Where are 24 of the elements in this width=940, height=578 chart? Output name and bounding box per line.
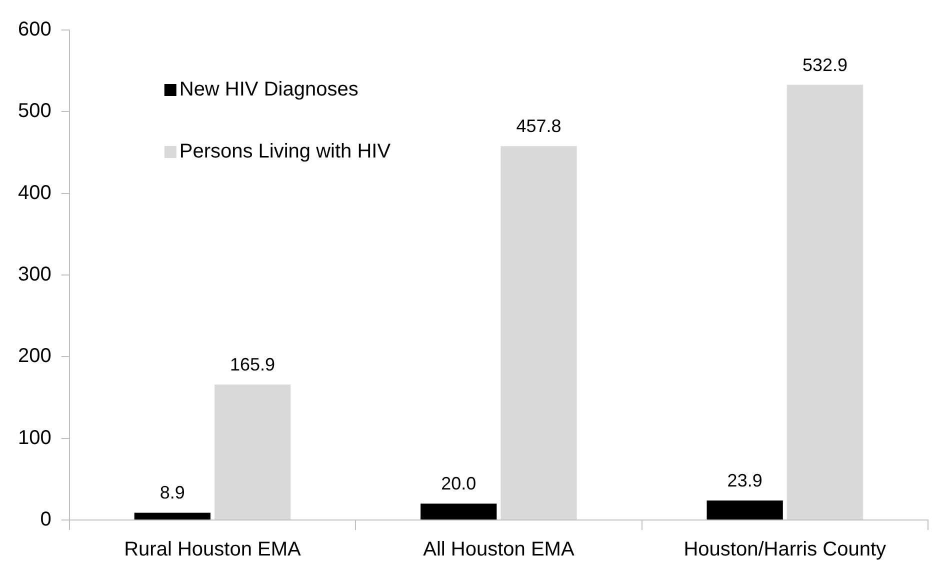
y-tick-label: 600 <box>18 18 52 41</box>
y-tick-label: 300 <box>18 264 52 286</box>
y-tick-label: 0 <box>40 508 52 531</box>
text: 8.9 <box>160 482 185 503</box>
bar <box>420 504 497 520</box>
text: 532.9 <box>802 54 848 75</box>
bar <box>214 384 291 520</box>
bar <box>786 84 864 520</box>
x-tick-label: Houston/Harris County <box>684 538 886 561</box>
bar <box>706 500 783 520</box>
legend-label: Persons Living with HIV <box>179 140 392 163</box>
y-tick-label: 100 <box>18 426 52 449</box>
bar <box>500 146 577 520</box>
x-tick-label: Rural Houston EMA <box>124 538 302 561</box>
text: 23.9 <box>727 470 762 490</box>
text: 20.0 <box>441 474 476 494</box>
legend-label: New HIV Diagnoses <box>179 78 358 101</box>
y-tick-label: 500 <box>18 100 52 122</box>
x-tick-label: All Houston EMA <box>423 538 575 561</box>
y-tick-label: 400 <box>18 182 52 204</box>
text: 457.8 <box>516 116 562 136</box>
bar <box>134 512 210 520</box>
y-tick-label: 200 <box>18 345 52 368</box>
text: 165.9 <box>230 354 276 374</box>
